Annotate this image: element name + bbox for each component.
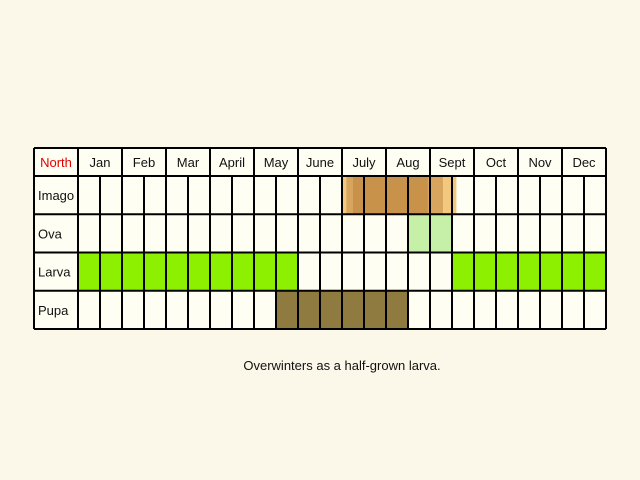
month-label: Feb [133, 155, 155, 170]
stage-label: Ova [38, 226, 63, 241]
period-larva [452, 252, 606, 291]
month-label: April [219, 155, 245, 170]
month-label: Mar [177, 155, 200, 170]
chart-labels: North Jan Feb Mar April May June July Aug Sept Oct… [38, 155, 596, 318]
month-label: Oct [486, 155, 507, 170]
month-label: July [352, 155, 376, 170]
month-label: Jan [90, 155, 111, 170]
month-label: May [264, 155, 289, 170]
stage-label: Pupa [38, 303, 69, 318]
month-label: Nov [528, 155, 552, 170]
period-imago [353, 176, 428, 215]
month-label: Aug [396, 155, 419, 170]
month-label: Dec [572, 155, 596, 170]
stage-label: Larva [38, 265, 71, 280]
month-label: Sept [439, 155, 466, 170]
region-label: North [40, 155, 72, 170]
period-imago [443, 176, 457, 215]
stage-label: Imago [38, 188, 74, 203]
month-label: June [306, 155, 334, 170]
caption: Overwinters as a half-grown larva. [243, 358, 441, 373]
chart-grid [33, 147, 607, 330]
